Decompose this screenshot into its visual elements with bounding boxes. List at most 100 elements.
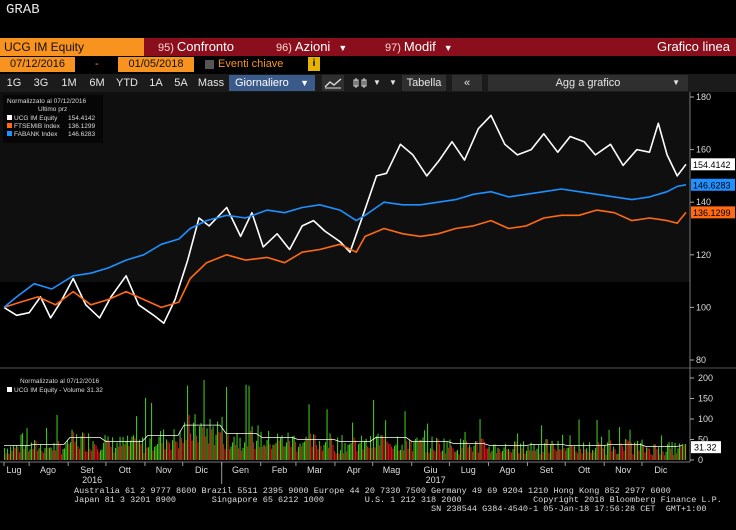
volume-bar [560, 449, 562, 460]
x-month-label: Nov [615, 465, 632, 475]
volume-bar [188, 414, 190, 460]
end-date-input[interactable]: 01/05/2018 [118, 57, 194, 72]
function-toolbar [0, 38, 736, 56]
chart-type-label[interactable]: Grafico linea [657, 39, 730, 54]
volume-bar [478, 452, 480, 460]
volume-bar [235, 444, 237, 460]
volume-bar [52, 450, 54, 460]
volume-bar [373, 399, 375, 460]
volume-bar [613, 446, 615, 460]
volume-bar [94, 444, 96, 460]
volume-bar [217, 421, 219, 460]
actions-menu[interactable]: 96) Azioni ▼ [276, 38, 347, 56]
volume-bar [68, 444, 70, 460]
volume-bar [157, 443, 159, 460]
volume-bar [481, 438, 483, 460]
volume-bar [586, 448, 588, 460]
volume-bar [317, 449, 319, 460]
start-date-input[interactable]: 07/12/2016 [0, 57, 75, 72]
volume-legend-item: UCG IM Equity - Volume 31.32 [14, 387, 103, 394]
events-checkbox[interactable] [205, 60, 214, 69]
line-chart-icon[interactable] [322, 75, 344, 91]
volume-bar [544, 443, 546, 460]
volume-bar [520, 443, 522, 460]
volume-bar [679, 443, 681, 460]
candlestick-icon[interactable] [350, 75, 370, 91]
security-field[interactable]: UCG IM Equity [0, 38, 144, 56]
volume-legend: Normalizzato al 07/12/2016 UCG IM Equity… [7, 378, 103, 394]
volume-bar [539, 454, 541, 460]
volume-bar [316, 445, 318, 460]
volume-bar [503, 447, 505, 460]
volume-bar [32, 449, 34, 460]
volume-bar [446, 442, 448, 460]
volume-bar [640, 443, 642, 460]
volume-bar [584, 449, 586, 460]
x-month-label: Set [80, 465, 94, 475]
volume-bar [23, 449, 25, 460]
period-1a[interactable]: 1A [149, 77, 163, 89]
chart-style-dropdown-icon[interactable]: ▼ [373, 78, 381, 87]
volume-bar [74, 441, 76, 460]
period-ytd[interactable]: YTD [116, 77, 138, 89]
volume-bar [104, 435, 106, 460]
info-icon[interactable]: i [308, 57, 320, 71]
actions-dropdown-icon: ▼ [338, 43, 348, 53]
frequency-select[interactable]: Giornaliero ▼ [229, 75, 315, 91]
period-6m[interactable]: 6M [89, 77, 105, 89]
volume-bar [289, 440, 291, 460]
volume-bar [409, 440, 411, 460]
volume-bar [170, 449, 172, 460]
series-line-fabank-index [3, 184, 687, 309]
volume-bar [304, 441, 306, 460]
table-button[interactable]: Tabella [402, 75, 446, 91]
compare-menu[interactable]: 95) Confronto [158, 38, 234, 56]
period-1m[interactable]: 1M [61, 77, 77, 89]
legend-value-ftsemib: 136.1299 [68, 123, 95, 130]
volume-bar [589, 442, 591, 460]
volume-bar [604, 445, 606, 460]
volume-bar [196, 435, 198, 460]
volume-bar [26, 428, 28, 460]
volume-bar [8, 453, 10, 460]
volume-bar [22, 433, 24, 460]
volume-bar [341, 435, 343, 460]
volume-bar [599, 444, 601, 460]
volume-bar [448, 447, 450, 460]
footer-line-2: Japan 81 3 3201 8900 Singapore 65 6212 1… [74, 495, 722, 505]
volume-bar [434, 451, 436, 460]
volume-bar [410, 441, 412, 460]
volume-bar [581, 453, 583, 460]
window-title: GRAB [6, 2, 40, 18]
volume-bar [146, 447, 148, 460]
edit-menu-number: 97) [385, 42, 401, 54]
volume-tick-label: 150 [698, 394, 713, 404]
volume-bar [598, 442, 600, 460]
options-dropdown-icon[interactable]: ▼ [389, 78, 397, 87]
volume-bar [112, 437, 114, 460]
add-to-chart-button[interactable]: Agg a grafico ▼ [488, 75, 688, 91]
volume-bar [221, 416, 223, 460]
period-5a[interactable]: 5A [174, 77, 188, 89]
volume-bar [91, 450, 93, 460]
volume-bar [88, 433, 90, 460]
period-1g[interactable]: 1G [6, 77, 22, 89]
period-3g[interactable]: 3G [33, 77, 49, 89]
period-max[interactable]: Mass [197, 77, 225, 89]
edit-menu[interactable]: 97) Modif ▼ [385, 38, 453, 56]
collapse-icon[interactable]: « [452, 75, 482, 91]
volume-bar [526, 450, 528, 460]
volume-bar [353, 437, 355, 460]
volume-bar [250, 430, 252, 460]
volume-bar [359, 442, 361, 460]
volume-bar [439, 443, 441, 460]
volume-bar [247, 446, 249, 460]
volume-bar [184, 422, 186, 460]
volume-bar [574, 446, 576, 460]
legend-swatch-ftsemib [7, 123, 12, 128]
volume-bar [266, 440, 268, 460]
volume-bar [107, 436, 109, 460]
volume-bar [241, 450, 243, 460]
volume-bar [431, 436, 433, 460]
volume-bar [220, 432, 222, 460]
